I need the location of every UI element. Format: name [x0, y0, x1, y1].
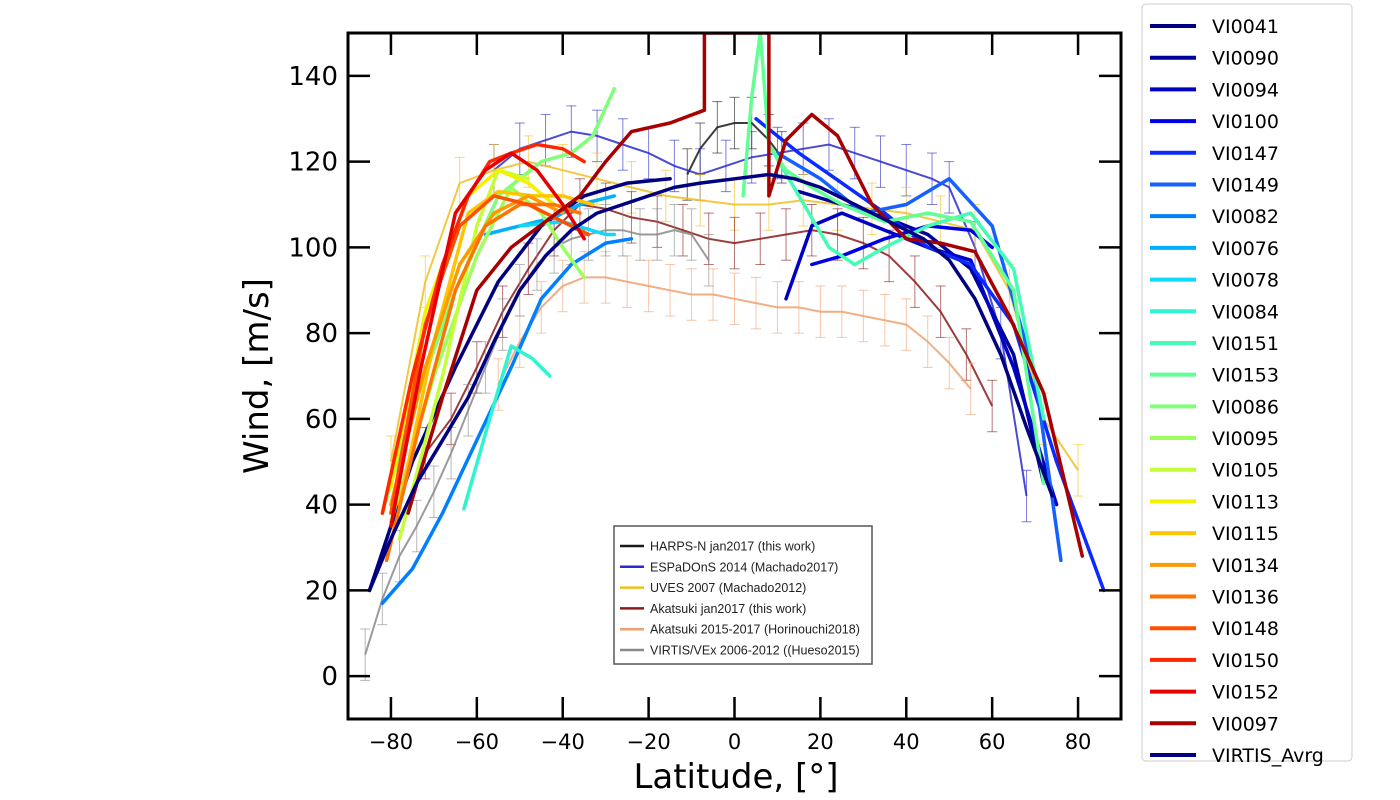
legend-label-vi0097: VI0097 [1212, 713, 1279, 735]
legend-label-vi0086: VI0086 [1212, 396, 1279, 418]
y-tick-label: 120 [288, 148, 338, 178]
legend-label-vi0095: VI0095 [1212, 428, 1279, 450]
legend-label-vi0082: VI0082 [1212, 206, 1279, 228]
legend-label-vi0094: VI0094 [1212, 79, 1279, 101]
y-tick-label: 140 [288, 62, 338, 92]
inset-legend-label: UVES 2007 (Machado2012) [650, 581, 806, 595]
inset-legend: HARPS-N jan2017 (this work) ESPaDOnS 2014… [613, 525, 873, 665]
legend-label-virtis-avrg: VIRTIS_Avrg [1212, 745, 1324, 767]
legend-label-vi0134: VI0134 [1212, 555, 1279, 577]
series-line-vi0134 [389, 194, 565, 507]
legend-label-vi0153: VI0153 [1212, 365, 1279, 387]
legend-label-vi0136: VI0136 [1212, 587, 1279, 609]
y-tick-label: 0 [321, 662, 338, 692]
series-line-vi0151 [767, 142, 1046, 421]
legend-label-vi0115: VI0115 [1212, 523, 1279, 545]
x-tick-label: 60 [979, 730, 1006, 754]
series-line-vi0084 [462, 344, 552, 511]
legend-label-vi0152: VI0152 [1212, 682, 1279, 704]
series-line-vi0082 [380, 237, 634, 605]
legend-label-vi0105: VI0105 [1212, 460, 1279, 482]
series-line-vi0153 [741, 33, 1046, 485]
x-tick-label: −20 [626, 730, 670, 754]
legend-label-vi0151: VI0151 [1212, 333, 1279, 355]
inset-legend-label: Akatsuki jan2017 (this work) [650, 602, 806, 616]
x-tick-label: −40 [541, 730, 585, 754]
y-tick-label: 80 [305, 319, 338, 349]
legend-label-vi0147: VI0147 [1212, 143, 1279, 165]
x-axis-label: Latitude, [°] [633, 757, 838, 797]
x-tick-label: 20 [807, 730, 834, 754]
inset-legend-label: VIRTIS/VEx 2006-2012 ((Hueso2015) [650, 644, 860, 658]
series-line-vi0152 [389, 151, 586, 528]
legend-label-vi0100: VI0100 [1212, 111, 1279, 133]
legend: VI0041 VI0090 VI0094 VI0100 VI0147 VI0149 VI00… [1141, 3, 1353, 767]
reference-series-akatsuki-2015-2017-horinouchi2018 [493, 251, 976, 416]
legend-label-vi0148: VI0148 [1212, 618, 1279, 640]
x-tick-label: 0 [728, 730, 741, 754]
legend-label-vi0113: VI0113 [1212, 491, 1279, 513]
inset-legend-label: ESPaDOnS 2014 (Machado2017) [650, 560, 838, 574]
legend-label-vi0149: VI0149 [1212, 174, 1279, 196]
y-tick-label: 40 [305, 491, 338, 521]
x-tick-label: −80 [369, 730, 413, 754]
series-line-vi0149 [775, 151, 1063, 563]
series-layer [367, 33, 1106, 605]
legend-label-vi0084: VI0084 [1212, 301, 1279, 323]
series-line-vi0150 [380, 142, 586, 515]
legend-box [1141, 3, 1353, 762]
legend-label-vi0076: VI0076 [1212, 238, 1279, 260]
x-tick-label: −60 [455, 730, 499, 754]
x-tick-label: 80 [1065, 730, 1092, 754]
y-axis-label: Wind, [m/s] [237, 278, 277, 474]
inset-legend-box [613, 525, 873, 665]
y-tick-label: 20 [305, 576, 338, 606]
legend-label-vi0041: VI0041 [1212, 16, 1279, 38]
series-line-vi0097 [406, 33, 1085, 558]
inset-legend-label: HARPS-N jan2017 (this work) [650, 540, 815, 554]
y-tick-label: 100 [288, 233, 338, 263]
series-line-vi0113 [389, 168, 556, 490]
inset-legend-label: Akatsuki 2015-2017 (Horinouchi2018) [650, 623, 860, 637]
axes: −80 −60 −40 −20 0 20 40 60 80 0 20 40 60 80 100 120 140 [288, 31, 1123, 754]
x-tick-label: 40 [893, 730, 920, 754]
series-line-vi0136 [384, 202, 582, 563]
legend-label-vi0150: VI0150 [1212, 650, 1279, 672]
y-tick-label: 60 [305, 405, 338, 435]
legend-label-vi0078: VI0078 [1212, 270, 1279, 292]
legend-label-vi0090: VI0090 [1212, 48, 1279, 70]
series-line-vi0041 [367, 177, 672, 593]
series-line-virtis-avrg [367, 172, 1055, 593]
